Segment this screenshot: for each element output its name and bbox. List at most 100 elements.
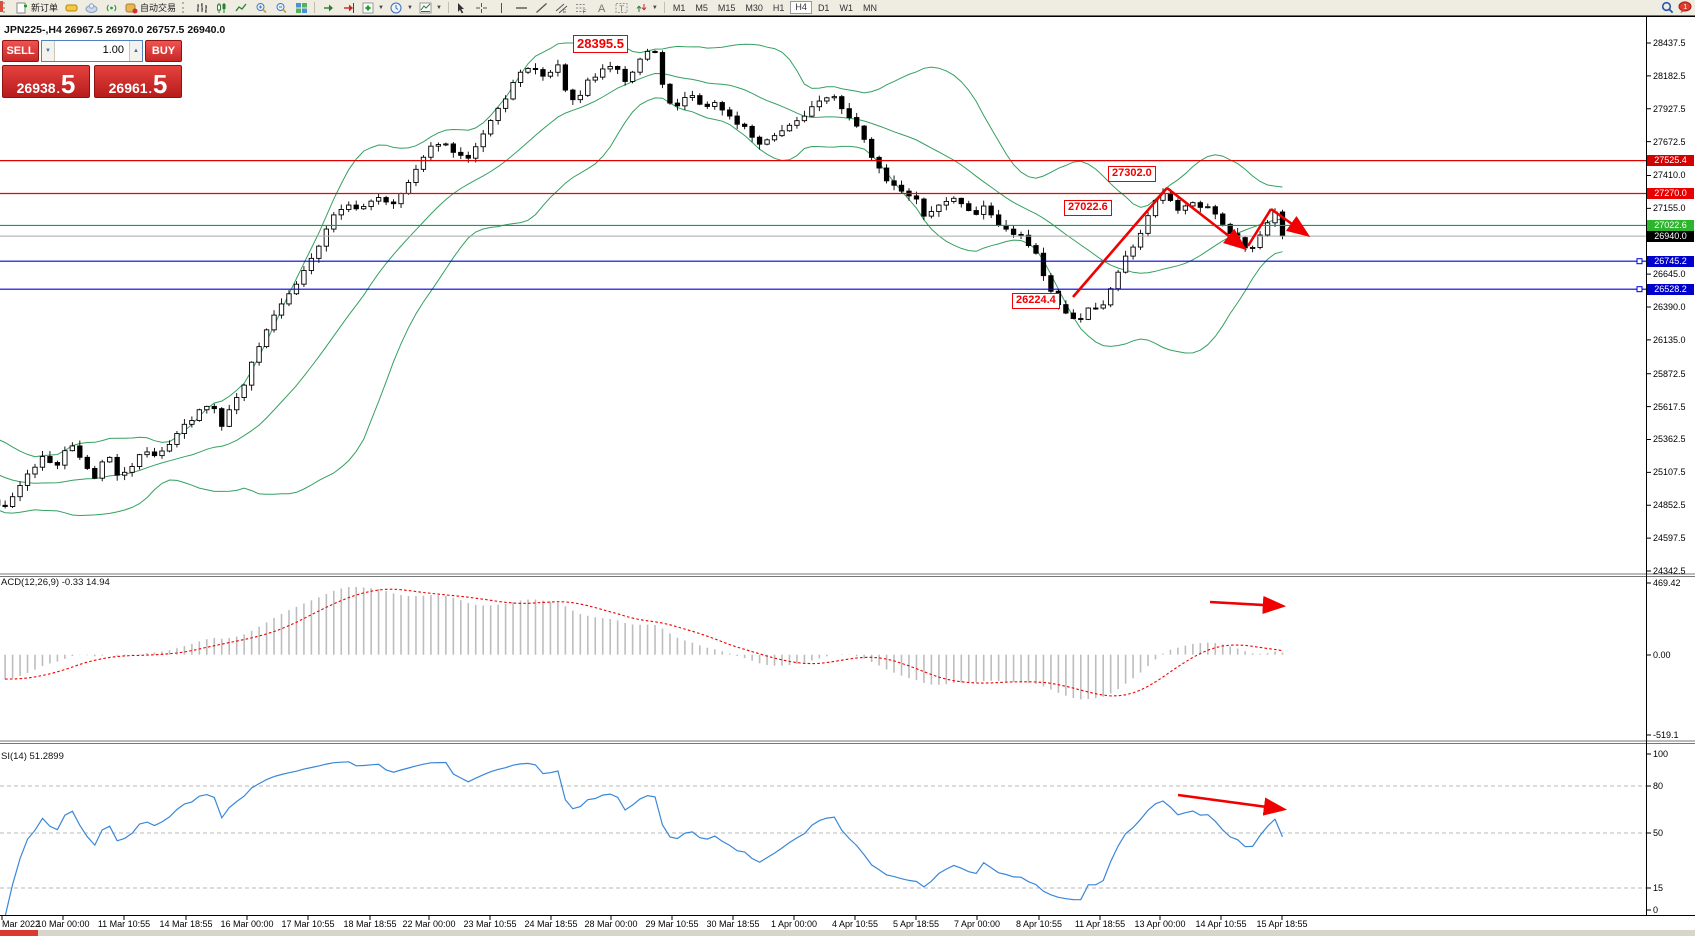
chart-shift-button[interactable] (338, 1, 358, 14)
price-axis-label: 27927.5 (1653, 103, 1686, 114)
toolbar-separator (314, 2, 316, 13)
rsi-axis-label: 100 (1653, 749, 1669, 759)
price-annotation[interactable]: 28395.5 (573, 35, 628, 54)
bid-price-pip: 5 (60, 69, 76, 99)
price-axis-label: 27672.5 (1653, 136, 1686, 147)
trend-arrow-rsi[interactable] (1177, 793, 1288, 816)
ask-price[interactable]: 26961 . 5 (94, 65, 182, 98)
zoom-in-button[interactable] (251, 1, 271, 14)
price-badge: 26745.2 (1647, 255, 1694, 267)
svg-text:T: T (619, 3, 624, 13)
zoom-out-icon (274, 2, 288, 14)
sell-button[interactable]: SELL (2, 40, 39, 62)
timeframe-h4[interactable]: H4 (790, 1, 812, 14)
chart-frame (0, 16, 1695, 916)
timeframe-toolbar: M1 M5 M15 M30 H1 H4 D1 W1 MN (668, 1, 882, 14)
timeframe-w1[interactable]: W1 (839, 2, 853, 13)
price-axis-label: 24597.5 (1653, 533, 1686, 544)
bid-price[interactable]: 26938 . 5 (2, 65, 90, 98)
vertical-line-icon (495, 2, 509, 14)
time-axis-label: Mar 2022 (2, 919, 41, 929)
price-annotation[interactable]: 27302.0 (1108, 166, 1156, 182)
one-click-trading-panel: SELL ▼ 1.00 ▲ BUY 26938 . 5 26961 . 5 (2, 40, 182, 98)
horizontal-lines[interactable] (0, 160, 1646, 293)
new-order-label: 新订单 (31, 3, 59, 13)
price-badge: 26940.0 (1647, 230, 1694, 242)
line-chart-icon (234, 2, 248, 14)
timeframe-h1[interactable]: H1 (772, 2, 785, 13)
time-axis-label: 4 Apr 10:55 (831, 919, 879, 929)
trendline-button[interactable] (532, 1, 552, 14)
price-axis-label: 27155.0 (1653, 203, 1686, 214)
zoom-out-button[interactable] (271, 1, 291, 14)
time-axis-label: 17 Mar 10:55 (281, 919, 335, 929)
candlestick-button[interactable] (211, 1, 231, 14)
price-axis-label: 27410.0 (1653, 170, 1686, 181)
auto-trading-label: 自动交易 (140, 3, 177, 13)
arrows-button[interactable]: ▼ (632, 1, 661, 14)
price-axis-label: 25107.5 (1653, 467, 1686, 478)
chart-shift-icon (341, 2, 355, 14)
timeframe-d1[interactable]: D1 (817, 2, 830, 13)
chart-title: JPN225-,H4 26967.5 26970.0 26757.5 26940… (4, 24, 226, 36)
periods-button[interactable]: ▼ (387, 1, 416, 14)
crosshair-button[interactable] (472, 1, 492, 14)
auto-scroll-button[interactable] (318, 1, 338, 14)
ask-price-pip: 5 (152, 69, 168, 99)
main-chart-panel (0, 36, 1646, 517)
text-button[interactable]: A (592, 1, 612, 14)
cursor-icon (455, 2, 469, 14)
time-axis-label: 28 Mar 00:00 (584, 919, 638, 929)
chevron-down-icon: ▼ (651, 4, 658, 11)
line-chart-button[interactable] (231, 1, 251, 14)
trend-arrows-main[interactable] (1072, 186, 1311, 298)
time-axis-label: 10 Mar 00:00 (36, 919, 90, 929)
toolbar-grip (182, 2, 188, 13)
bar-chart-icon (194, 2, 208, 14)
cursor-button[interactable] (452, 1, 472, 14)
trendline-icon (535, 2, 549, 14)
quotes-button[interactable] (61, 1, 81, 14)
ask-price-main: 26961 (108, 80, 148, 96)
timeframe-m30[interactable]: M30 (745, 2, 763, 13)
time-axis-label: 14 Mar 18:55 (159, 919, 213, 929)
time-axis-label: 29 Mar 10:55 (645, 919, 699, 929)
trend-arrow-macd[interactable] (1209, 595, 1287, 615)
price-annotation[interactable]: 27022.6 (1064, 200, 1112, 216)
templates-button[interactable]: ▼ (416, 1, 445, 14)
timeframe-m1[interactable]: M1 (672, 2, 686, 13)
volume-decrease-button[interactable]: ▼ (42, 41, 55, 61)
macd-axis-label: -519.1 (1653, 730, 1679, 740)
price-annotation[interactable]: 26224.4 (1012, 293, 1060, 309)
volume-increase-button[interactable]: ▲ (129, 41, 142, 61)
fibonacci-button[interactable]: F (572, 1, 592, 14)
template-icon (419, 2, 433, 14)
timeframe-m5[interactable]: M5 (695, 2, 708, 13)
time-axis-label: 8 Apr 10:55 (1015, 919, 1063, 929)
text-label-button[interactable]: T (612, 1, 632, 14)
h-scroll-thumb[interactable] (0, 930, 38, 936)
notification-balloon-icon[interactable]: 1 (1678, 0, 1692, 13)
tile-windows-button[interactable] (291, 1, 311, 14)
bar-chart-button[interactable] (191, 1, 211, 14)
timeframe-m15[interactable]: M15 (717, 2, 736, 13)
time-axis-label: 22 Mar 00:00 (402, 919, 456, 929)
svg-text:E: E (563, 9, 567, 14)
channel-button[interactable]: E (552, 1, 572, 14)
svg-text:1: 1 (1683, 4, 1687, 11)
buy-button[interactable]: BUY (145, 40, 182, 62)
search-icon[interactable] (1660, 1, 1674, 13)
text-icon: A (595, 2, 609, 14)
new-order-button[interactable]: 新订单 (12, 1, 61, 14)
vertical-line-button[interactable] (492, 1, 512, 14)
timeframe-mn[interactable]: MN (862, 2, 877, 13)
time-axis-label: 24 Mar 18:55 (524, 919, 578, 929)
volume-input[interactable]: 1.00 (102, 44, 124, 56)
signal-button[interactable] (101, 1, 121, 14)
indicators-button[interactable]: ▼ (358, 1, 387, 14)
community-button[interactable] (81, 1, 101, 14)
horizontal-line-button[interactable] (512, 1, 532, 14)
auto-trading-button[interactable]: 自动交易 (121, 1, 179, 14)
